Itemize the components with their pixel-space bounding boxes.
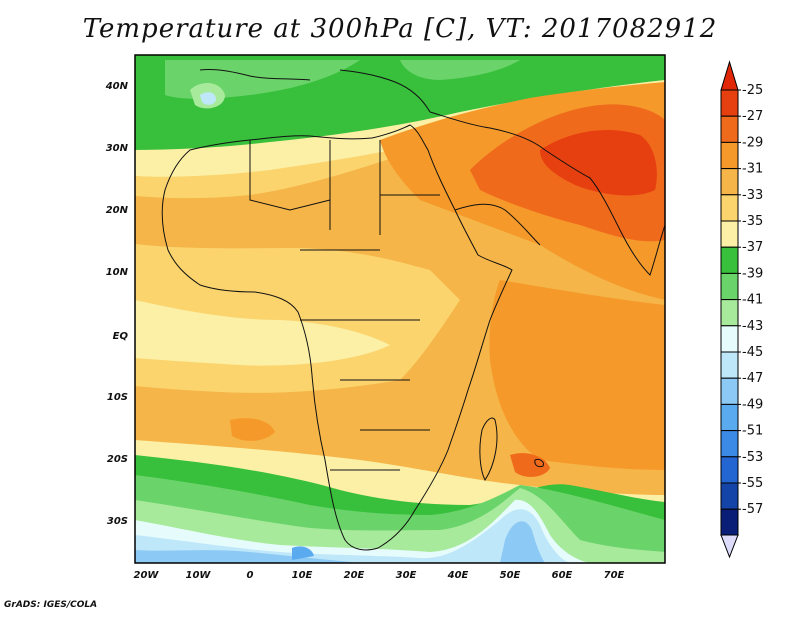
lat-label: 10N (106, 267, 129, 278)
colorbar-swatch (720, 141, 739, 170)
lon-label: 20E (344, 570, 365, 581)
colorbar-swatch (720, 168, 739, 196)
lat-label: 30N (106, 143, 129, 154)
colorbar-swatch (720, 220, 739, 248)
colorbar-swatch (720, 430, 739, 458)
colorbar-label: -37 (742, 240, 763, 255)
colorbar-swatch (720, 194, 739, 222)
colorbar-label: -51 (742, 424, 763, 439)
lat-label: 20S (107, 454, 128, 465)
lon-label: 10W (186, 570, 212, 581)
latitude-axis: 40N 30N 20N 10N EQ 10S 20S 30S (105, 81, 129, 527)
lat-label: 10S (107, 392, 128, 403)
colorbar-label: -39 (742, 266, 763, 281)
lon-label: 10E (292, 570, 313, 581)
colorbar-swatch (720, 482, 739, 510)
colorbar-swatch (720, 403, 739, 432)
lon-label: 20W (134, 570, 160, 581)
lon-label: 50E (500, 570, 521, 581)
colorbar-swatch (720, 325, 739, 353)
coastlines (161, 69, 665, 551)
colorbar-label: -57 (742, 502, 763, 517)
colorbar-swatch (720, 89, 739, 117)
colorbar-label: -53 (742, 450, 763, 465)
colorbar-label: -41 (742, 293, 763, 308)
colorbar-label: -29 (742, 135, 763, 150)
plot-frame (134, 54, 666, 564)
colorbar-swatch (720, 246, 739, 274)
credit-text: GrADS: IGES/COLA (4, 600, 98, 610)
colorbar: -25 -27 -29 -31 -33 -35 -37 -39 -41 -43 -45 -47 -49 -… (720, 60, 763, 559)
colorbar-label: -31 (742, 162, 763, 177)
lon-label: 0 (247, 570, 254, 581)
colorbar-top-triangle (720, 60, 739, 91)
colorbar-bottom-triangle (720, 534, 739, 559)
longitude-axis: 20W 10W 0 10E 20E 30E 40E 50E 60E 70E (134, 570, 625, 581)
colorbar-swatch (720, 351, 739, 379)
lat-label: 40N (105, 81, 129, 92)
lon-label: 60E (552, 570, 573, 581)
colorbar-label: -45 (742, 345, 763, 360)
colorbar-swatch (720, 456, 739, 484)
colorbar-label: -55 (742, 476, 763, 491)
temperature-field (135, 55, 665, 563)
colorbar-label: -47 (742, 371, 763, 386)
colorbar-swatch (720, 115, 739, 143)
colorbar-label: -43 (742, 319, 763, 334)
lat-label: EQ (113, 331, 129, 342)
lat-label: 30S (107, 516, 128, 527)
lat-label: 20N (106, 205, 129, 216)
colorbar-swatch (720, 272, 739, 301)
lon-label: 70E (604, 570, 625, 581)
lon-label: 30E (396, 570, 417, 581)
colorbar-label: -35 (742, 214, 763, 229)
colorbar-swatch (720, 377, 739, 405)
colorbar-label: -33 (742, 188, 763, 203)
colorbar-swatch (720, 508, 739, 536)
lon-label: 40E (447, 570, 469, 581)
colorbar-label: -27 (742, 109, 763, 124)
colorbar-label: -49 (742, 397, 763, 412)
colorbar-label: -25 (742, 83, 763, 98)
map-title: Temperature at 300hPa [C], VT: 201708291… (82, 14, 718, 44)
colorbar-swatch (720, 299, 739, 327)
